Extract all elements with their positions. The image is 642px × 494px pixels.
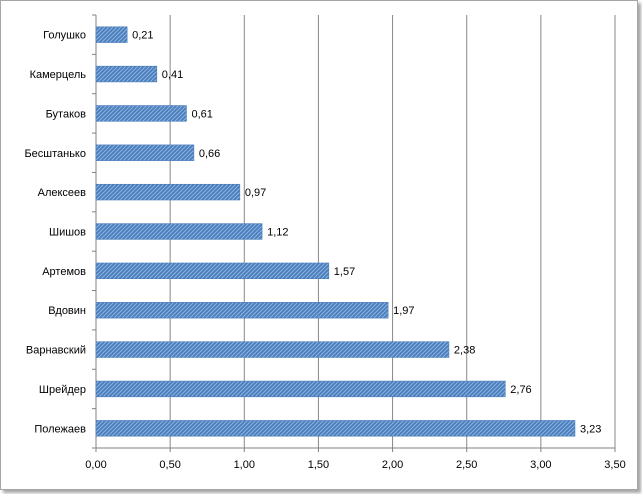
category-label: Алексеев xyxy=(38,187,87,199)
category-label: Варнавский xyxy=(26,345,86,357)
x-tick-label: 3,50 xyxy=(604,459,625,471)
x-tick-label: 1,50 xyxy=(308,459,329,471)
bar xyxy=(95,223,263,240)
x-tick-label: 3,00 xyxy=(530,459,551,471)
bars xyxy=(95,26,576,437)
category-label: Шишов xyxy=(49,227,86,239)
data-label: 0,61 xyxy=(191,108,212,120)
category-label: Бесштанько xyxy=(24,148,86,160)
x-tick-label: 2,00 xyxy=(382,459,403,471)
bar xyxy=(95,420,576,437)
x-tick-label: 1,00 xyxy=(234,459,255,471)
category-label: Шрейдер xyxy=(39,384,86,396)
data-label: 2,38 xyxy=(454,345,475,357)
x-tick-label: 0,00 xyxy=(85,459,106,471)
category-label: Камерцель xyxy=(30,69,87,81)
data-label: 0,21 xyxy=(132,30,153,42)
x-tick-label: 0,50 xyxy=(159,459,180,471)
data-label: 1,97 xyxy=(393,305,414,317)
bar xyxy=(95,341,450,358)
data-label: 2,76 xyxy=(510,384,531,396)
bar xyxy=(95,262,330,280)
category-label: Голушко xyxy=(43,30,86,42)
data-label: 0,97 xyxy=(245,187,266,199)
gridlines xyxy=(169,15,616,448)
labels: 0,00 0,50 1,00 1,50 2,00 2,50 3,00 3,50 Голушко 0… xyxy=(24,30,625,471)
data-label: 1,57 xyxy=(334,266,355,278)
bar xyxy=(95,183,241,201)
category-label: Вдовин xyxy=(48,305,86,317)
category-label: Бутаков xyxy=(46,108,87,120)
category-label: Полежаев xyxy=(34,423,86,435)
data-label: 1,12 xyxy=(267,227,288,239)
data-label: 3,23 xyxy=(580,423,601,435)
bar xyxy=(95,105,187,122)
bar xyxy=(95,26,128,43)
bar xyxy=(95,144,195,161)
data-label: 0,66 xyxy=(199,148,220,160)
x-tick-label: 2,50 xyxy=(456,459,477,471)
data-label: 0,41 xyxy=(162,69,183,81)
bar xyxy=(95,380,506,398)
bar xyxy=(95,302,389,319)
bar xyxy=(95,65,158,83)
category-label: Артемов xyxy=(42,266,86,278)
